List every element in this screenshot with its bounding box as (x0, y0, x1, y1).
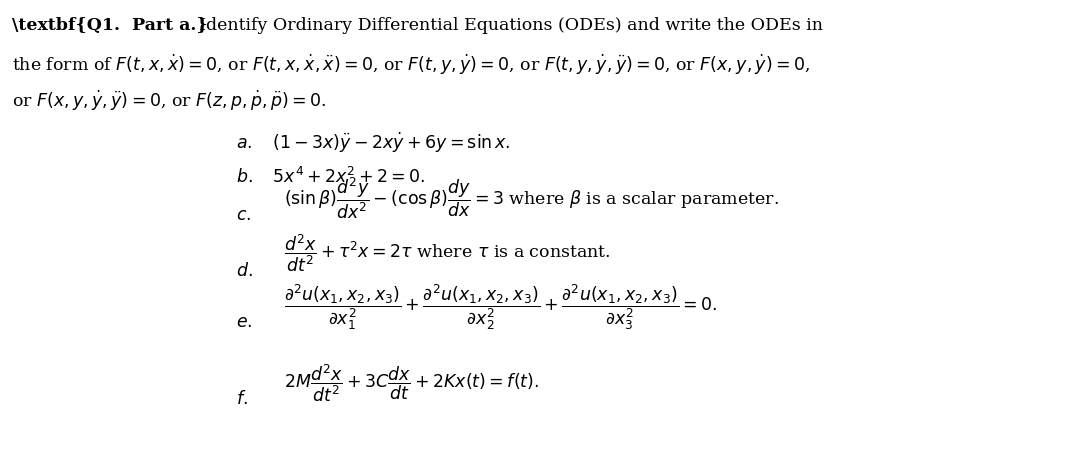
Text: $c.$: $c.$ (236, 207, 251, 224)
Text: $b.\quad 5x^4 + 2x^2 + 2 = 0.$: $b.\quad 5x^4 + 2x^2 + 2 = 0.$ (236, 167, 425, 187)
Text: $2M\dfrac{d^2x}{dt^2} + 3C\dfrac{dx}{dt} + 2Kx(t) = f(t).$: $2M\dfrac{d^2x}{dt^2} + 3C\dfrac{dx}{dt}… (284, 362, 539, 404)
Text: $\dfrac{d^2x}{dt^2} + \tau^2 x = 2\tau$ where $\tau$ is a constant.: $\dfrac{d^2x}{dt^2} + \tau^2 x = 2\tau$ … (284, 233, 610, 274)
Text: $\dfrac{\partial^2 u(x_1, x_2, x_3)}{\partial x_1^2} + \dfrac{\partial^2 u(x_1, : $\dfrac{\partial^2 u(x_1, x_2, x_3)}{\pa… (284, 282, 717, 332)
Text: or $F(x, y, \dot{y}, \ddot{y}) = 0$, or $F(z, p, \dot{p}, \ddot{p}) = 0$.: or $F(x, y, \dot{y}, \ddot{y}) = 0$, or … (12, 88, 326, 113)
Text: the form of $F(t, x, \dot{x}) = 0$, or $F(t, x, \dot{x}, \ddot{x}) = 0$, or $F(t: the form of $F(t, x, \dot{x}) = 0$, or $… (12, 53, 810, 77)
Text: $(\sin\beta)\dfrac{d^2y}{dx^2} - (\cos\beta)\dfrac{dy}{dx} = 3$ where $\beta$ is: $(\sin\beta)\dfrac{d^2y}{dx^2} - (\cos\b… (284, 175, 779, 220)
Text: $f.$: $f.$ (236, 390, 248, 408)
Text: $d.$: $d.$ (236, 262, 252, 281)
Text: $a.\quad (1-3x)\ddot{y} - 2x\dot{y} + 6y = \sin x.$: $a.\quad (1-3x)\ddot{y} - 2x\dot{y} + 6y… (236, 131, 511, 155)
Text: $e.$: $e.$ (236, 314, 252, 331)
Text: Identify Ordinary Differential Equations (ODEs) and write the ODEs in: Identify Ordinary Differential Equations… (199, 17, 823, 34)
Text: \textbf{Q1.  Part a.}: \textbf{Q1. Part a.} (12, 17, 207, 34)
